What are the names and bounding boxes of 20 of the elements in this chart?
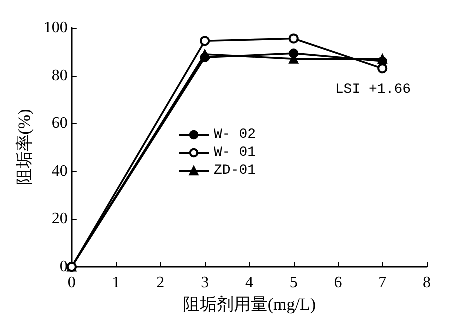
x-tick-label: 7 <box>378 274 387 292</box>
x-tick-label: 5 <box>290 274 298 292</box>
legend-label: W- 01 <box>214 145 256 161</box>
x-tick-label: 8 <box>423 274 431 292</box>
legend-label: W- 02 <box>214 127 256 143</box>
y-tick-label: 20 <box>52 210 68 228</box>
x-tick-label: 1 <box>112 274 120 292</box>
y-tick-label: 0 <box>60 258 68 276</box>
y-tick-label: 80 <box>52 67 68 84</box>
x-tick-label: 3 <box>201 274 210 292</box>
y-tick-label: 60 <box>52 115 68 132</box>
y-tick-label: 40 <box>52 162 68 180</box>
legend-label: ZD-01 <box>214 163 256 179</box>
x-tick-label: 4 <box>245 274 254 292</box>
y-tick-label: 100 <box>44 20 68 36</box>
y-axis-title: 阻垢率(%) <box>15 109 34 186</box>
x-axis-title: 阻垢剂用量(mg/L) <box>182 294 316 314</box>
x-tick-label: 2 <box>156 274 165 292</box>
x-tick-label: 6 <box>334 274 342 292</box>
annotation: LSI +1.66 <box>335 82 412 98</box>
